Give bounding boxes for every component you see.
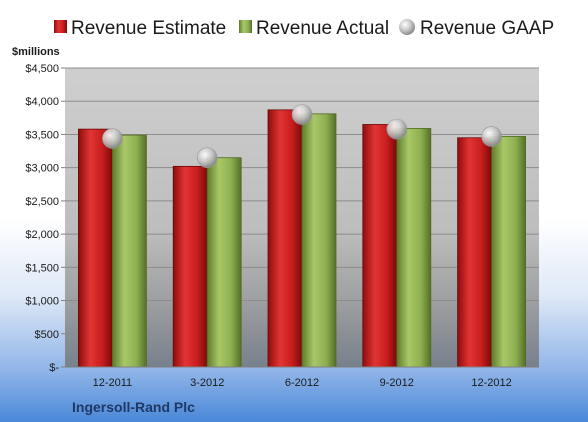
marker-revenue-gaap (196, 147, 218, 168)
legend: Revenue Estimate Revenue Actual Revenue … (54, 18, 554, 39)
company-name: Ingersoll-Rand Plc (72, 399, 195, 415)
bar-revenue-estimate (78, 128, 113, 368)
y-tick-label: $3,500 (25, 129, 59, 141)
legend-marker-revenue-estimate (54, 20, 67, 33)
x-axis-ticks: 12-2011 3-2012 6-2012 9-2012 12-2012 (93, 377, 512, 389)
y-axis-ticks: $- $500 $1,000 $1,500 $2,000 $2,500 $3,000 $3,5… (25, 63, 65, 374)
legend-marker-revenue-actual (239, 20, 252, 33)
bar-revenue-actual (491, 136, 527, 368)
y-tick-label: $2,000 (25, 229, 59, 241)
legend-label-revenue-estimate: Revenue Estimate (71, 18, 226, 39)
bar-revenue-actual (301, 113, 337, 368)
y-axis-unit-label: $millions (12, 46, 60, 58)
marker-revenue-gaap (386, 118, 408, 140)
bar-revenue-estimate (172, 165, 208, 368)
y-tick-label: $500 (35, 329, 59, 341)
marker-revenue-gaap (291, 104, 313, 125)
marker-revenue-gaap (481, 126, 502, 147)
x-tick-label: 6-2012 (285, 377, 319, 389)
legend-marker-revenue-gaap (399, 19, 415, 35)
bar-revenue-actual (112, 134, 147, 368)
y-tick-label: $1,500 (25, 262, 59, 274)
gaap-markers (102, 104, 502, 168)
x-tick-label: 9-2012 (380, 377, 414, 389)
bar-revenue-estimate (457, 137, 493, 368)
y-tick-label: $4,500 (25, 63, 59, 75)
marker-revenue-gaap (102, 128, 123, 149)
legend-label-revenue-gaap: Revenue GAAP (420, 18, 554, 39)
x-tick-label: 3-2012 (190, 377, 224, 389)
legend-label-revenue-actual: Revenue Actual (256, 18, 389, 39)
y-tick-label: $3,000 (25, 163, 59, 175)
y-tick-label: $1,000 (25, 296, 59, 308)
bar-revenue-actual (206, 157, 242, 368)
bar-revenue-estimate (362, 124, 398, 368)
x-tick-label: 12-2011 (93, 377, 133, 389)
y-tick-label: $- (49, 362, 59, 374)
y-tick-label: $4,000 (25, 96, 59, 108)
x-tick-label: 12-2012 (471, 377, 511, 389)
bars (78, 109, 527, 368)
y-tick-label: $2,500 (25, 196, 59, 208)
bar-revenue-estimate (267, 109, 303, 368)
bar-revenue-actual (396, 128, 432, 368)
